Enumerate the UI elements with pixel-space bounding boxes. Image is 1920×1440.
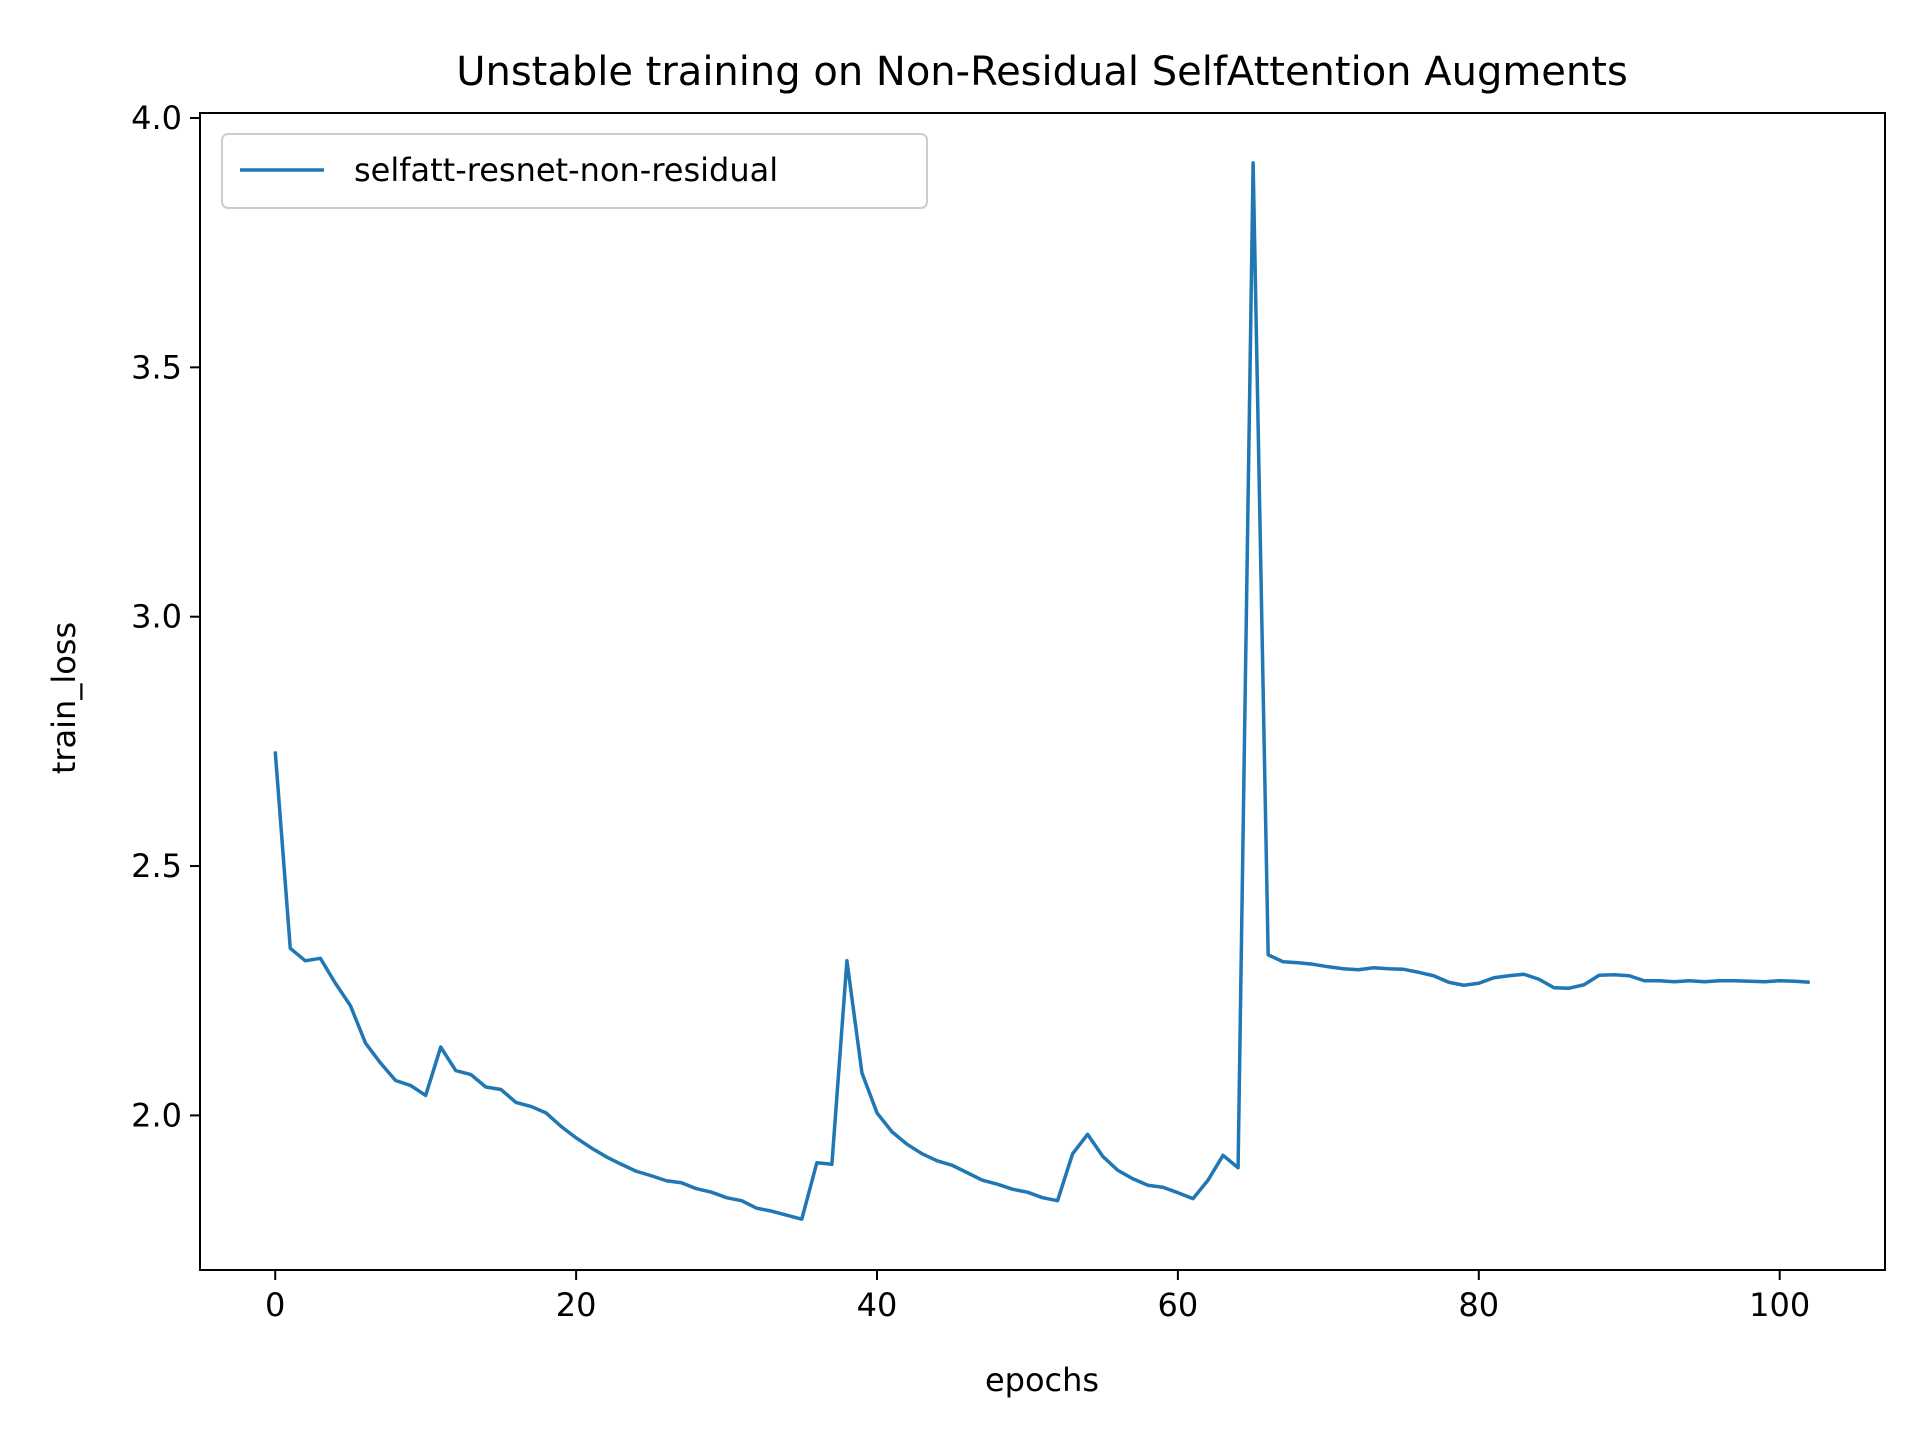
chart-title: Unstable training on Non-Residual SelfAt… (456, 49, 1628, 95)
legend: selfatt-resnet-non-residual (221, 133, 928, 209)
x-tick-label: 0 (265, 1286, 285, 1324)
y-tick-label: 3.5 (131, 348, 182, 386)
legend-box (221, 133, 928, 209)
x-tick-label: 60 (1158, 1286, 1199, 1324)
y-tick-label: 2.0 (131, 1096, 182, 1134)
y-tick-label: 4.0 (131, 99, 182, 137)
x-axis: 0 20 40 60 80 100 (265, 1270, 1810, 1324)
y-axis: 2.0 2.5 3.0 3.5 4.0 (131, 99, 200, 1134)
y-tick-label: 2.5 (131, 847, 182, 885)
legend-label: selfatt-resnet-non-residual (354, 151, 778, 189)
x-tick-label: 100 (1749, 1286, 1810, 1324)
plot-area (199, 112, 1886, 1271)
y-tick-label: 3.0 (131, 598, 182, 636)
x-tick-label: 20 (556, 1286, 597, 1324)
x-tick-label: 40 (857, 1286, 898, 1324)
y-axis-label: train_loss (45, 622, 83, 774)
series-line-0 (273, 161, 1810, 1221)
x-axis-label: epochs (985, 1361, 1099, 1399)
x-tick-label: 80 (1458, 1286, 1499, 1324)
axes-frame (199, 112, 1886, 1271)
